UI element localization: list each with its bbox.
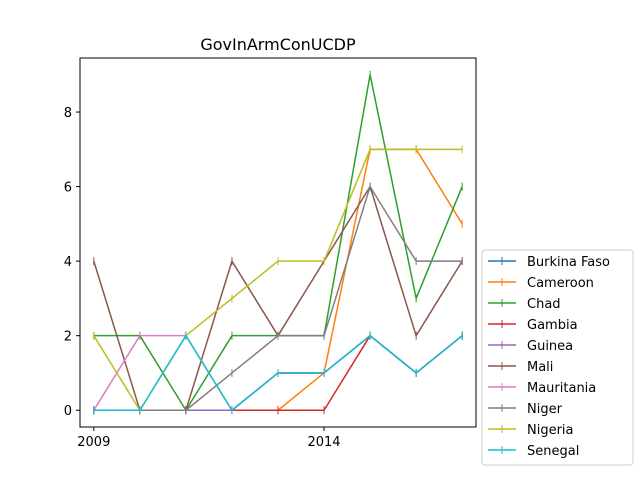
legend-item: Chad xyxy=(488,297,561,312)
legend-item: Niger xyxy=(488,402,563,417)
legend-item: Mali xyxy=(488,360,553,375)
legend-item: Gambia xyxy=(488,318,578,333)
legend-item: Guinea xyxy=(488,339,573,354)
chart-title: GovInArmConUCDP xyxy=(200,35,356,54)
legend-item: Burkina Faso xyxy=(488,255,610,270)
plot-area xyxy=(93,70,463,415)
legend-label: Mali xyxy=(527,360,553,375)
plot-frame xyxy=(79,57,477,428)
legend-label: Mauritania xyxy=(527,381,596,396)
y-axis: 0 2 4 6 8 xyxy=(64,106,80,419)
legend-label: Guinea xyxy=(527,339,573,354)
series-line xyxy=(93,74,463,411)
legend-box xyxy=(481,249,634,466)
legend-label: Chad xyxy=(527,297,561,312)
legend-label: Senegal xyxy=(527,444,579,459)
legend-label: Nigeria xyxy=(527,423,574,438)
x-tick-label: 2009 xyxy=(77,435,110,450)
legend-item: Cameroon xyxy=(488,276,594,291)
x-axis: 2009 2014 xyxy=(77,427,341,450)
legend-item: Nigeria xyxy=(488,423,574,438)
legend-label: Gambia xyxy=(527,318,578,333)
legend-item: Mauritania xyxy=(488,381,596,396)
x-tick-label: 2014 xyxy=(307,435,340,450)
legend-item: Senegal xyxy=(488,444,579,459)
y-tick-label: 6 xyxy=(64,181,72,196)
y-tick-label: 2 xyxy=(64,330,72,345)
y-tick-label: 8 xyxy=(64,106,72,121)
series-niger xyxy=(93,182,463,415)
series-chad xyxy=(93,70,463,415)
y-tick-label: 4 xyxy=(64,255,72,270)
legend-label: Burkina Faso xyxy=(527,255,610,270)
series-senegal xyxy=(93,331,463,415)
series-mali xyxy=(93,182,463,415)
y-tick-label: 0 xyxy=(64,404,72,419)
legend-label: Cameroon xyxy=(527,276,594,291)
legend-label: Niger xyxy=(527,402,563,417)
legend: Burkina Faso Cameroon Chad Gambia Guinea Mali… xyxy=(481,249,634,466)
